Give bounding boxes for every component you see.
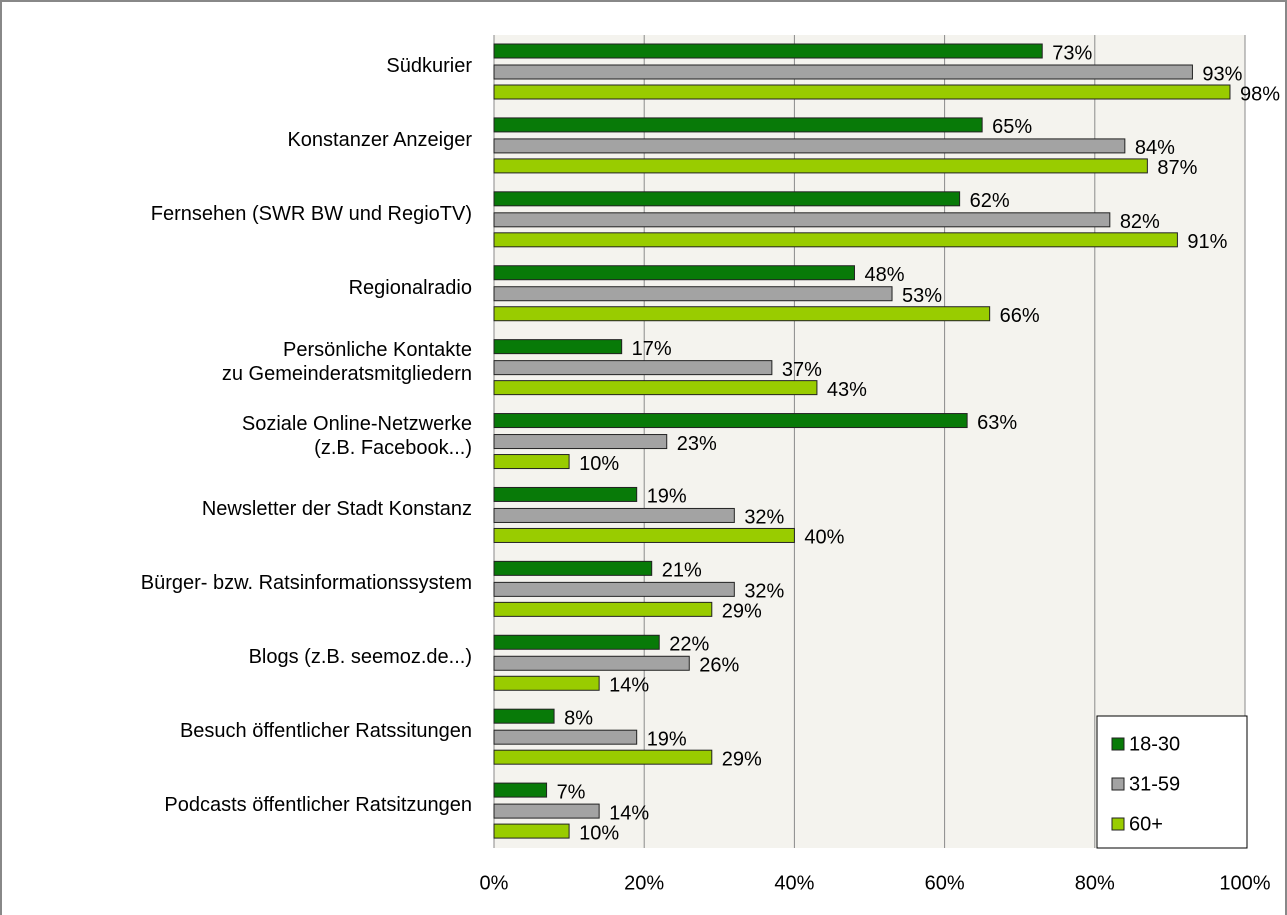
y-tick-label: Podcasts öffentlicher Ratsitzungen [164, 794, 472, 817]
y-tick-label: Konstanzer Anzeiger [287, 128, 472, 151]
value-label: 82% [1120, 211, 1160, 233]
legend-label: 60+ [1129, 813, 1163, 835]
bar [493, 232, 1178, 248]
bar [493, 486, 638, 502]
bar [493, 380, 818, 396]
value-label: 14% [609, 675, 649, 697]
legend-swatch [1111, 777, 1125, 791]
bar [493, 212, 1111, 228]
bar [493, 360, 773, 376]
value-label: 66% [1000, 305, 1040, 327]
value-label: 53% [902, 285, 942, 307]
bar [493, 191, 961, 207]
value-label: 43% [827, 379, 867, 401]
value-label: 65% [992, 116, 1032, 138]
bar [493, 117, 983, 133]
bar [493, 823, 570, 839]
value-label: 10% [579, 453, 619, 475]
value-label: 26% [699, 655, 739, 677]
bar [493, 306, 991, 322]
y-tick-label: Newsletter der Stadt Konstanz [201, 498, 472, 521]
value-label: 73% [1052, 42, 1092, 64]
bar [493, 138, 1126, 154]
bar [493, 749, 713, 765]
value-label: 62% [970, 190, 1010, 212]
bar [493, 507, 735, 523]
y-tick-label: Regionalradio [348, 276, 472, 299]
y-tick-label: Soziale Online-Netzwerke (z.B. Facebook.… [241, 412, 472, 459]
value-label: 98% [1240, 83, 1280, 105]
y-tick-label: Bürger- bzw. Ratsinformationssystem [140, 572, 472, 595]
value-label: 17% [632, 338, 672, 360]
bar [493, 527, 795, 543]
value-label: 10% [579, 822, 619, 844]
bar [493, 434, 668, 450]
bar [493, 803, 600, 819]
value-label: 84% [1135, 137, 1175, 159]
bar [493, 601, 713, 617]
value-label: 93% [1202, 63, 1242, 85]
value-label: 32% [744, 581, 784, 603]
bar [493, 43, 1043, 59]
y-tick-label: Persönliche Kontakte zu Gemeinderatsmitg… [221, 338, 472, 385]
value-label: 8% [564, 707, 593, 729]
value-label: 87% [1157, 157, 1197, 179]
value-label: 91% [1187, 231, 1227, 253]
bar [493, 265, 855, 281]
value-label: 23% [677, 433, 717, 455]
value-label: 19% [647, 728, 687, 750]
value-label: 19% [647, 486, 687, 508]
value-label: 63% [977, 412, 1017, 434]
bar [493, 84, 1231, 100]
y-tick-label: Blogs (z.B. seemoz.de...) [248, 646, 472, 669]
bar [493, 158, 1148, 174]
bar [493, 560, 653, 576]
bar [493, 413, 968, 429]
value-label: 40% [804, 527, 844, 549]
value-label: 32% [744, 507, 784, 529]
legend-label: 18-30 [1129, 733, 1180, 755]
bar [493, 634, 660, 650]
legend-swatch [1111, 817, 1125, 831]
bar [493, 729, 638, 745]
legend-label: 31-59 [1129, 773, 1180, 795]
value-label: 21% [662, 560, 702, 582]
bar [493, 675, 600, 691]
y-tick-label: Südkurier [386, 54, 472, 77]
legend-swatch [1111, 737, 1125, 751]
value-label: 7% [557, 781, 586, 803]
bar [493, 454, 570, 470]
x-tick-label: 0% [480, 872, 509, 894]
x-tick-label: 40% [774, 872, 814, 894]
value-label: 37% [782, 359, 822, 381]
x-tick-label: 100% [1219, 872, 1270, 894]
bar [493, 655, 690, 671]
bar [493, 286, 893, 302]
y-tick-label: Besuch öffentlicher Ratssitungen [179, 720, 472, 743]
bar [493, 64, 1193, 80]
value-label: 14% [609, 802, 649, 824]
bar [493, 581, 735, 597]
bar [493, 708, 555, 724]
value-label: 22% [669, 634, 709, 656]
bar [493, 339, 623, 355]
bar [493, 782, 548, 798]
x-tick-label: 60% [925, 872, 965, 894]
x-tick-label: 80% [1075, 872, 1115, 894]
value-label: 29% [722, 601, 762, 623]
x-tick-label: 20% [624, 872, 664, 894]
value-label: 48% [864, 264, 904, 286]
value-label: 29% [722, 748, 762, 770]
y-tick-label: Fernsehen (SWR BW und RegioTV) [150, 202, 472, 225]
